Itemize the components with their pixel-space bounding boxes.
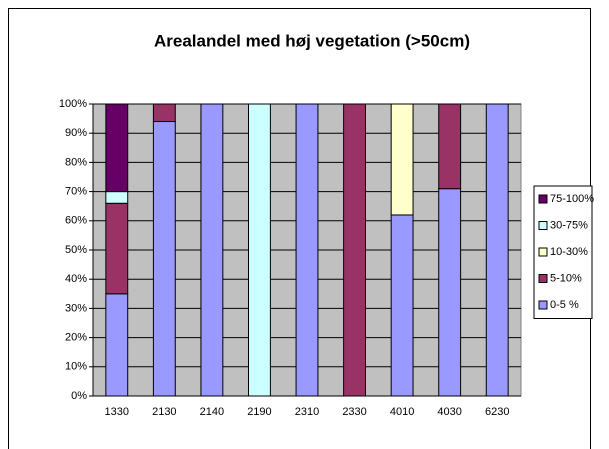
bar-segment: [200, 103, 224, 397]
legend-label: 0-5 %: [550, 299, 579, 311]
legend-label: 75-100%: [550, 193, 594, 205]
x-tick-label: 6230: [485, 406, 509, 418]
bar-segment: [390, 103, 414, 216]
bar-segment: [390, 214, 414, 397]
legend-swatch: [538, 221, 548, 230]
y-tick-label: 50%: [65, 244, 87, 256]
legend-swatch: [538, 300, 548, 310]
legend-label: 10-30%: [550, 246, 588, 258]
bar-segment: [105, 191, 129, 204]
bar-segment: [152, 103, 176, 123]
x-tick-label: 2140: [200, 406, 224, 418]
x-tick-label: 2190: [247, 406, 271, 418]
legend-swatch: [538, 274, 548, 283]
bar-segment: [105, 293, 129, 397]
legend-label: 5-10%: [550, 272, 582, 284]
legend-swatch: [538, 194, 548, 204]
y-tick-label: 0%: [71, 390, 87, 402]
bar-segment: [485, 103, 509, 397]
legend-label: 30-75%: [550, 219, 588, 231]
bar-segment: [343, 103, 366, 397]
bar-segment: [295, 103, 319, 397]
x-tick-label: 2130: [152, 406, 176, 418]
y-tick-label: 10%: [65, 361, 87, 373]
y-tick-label: 70%: [65, 186, 87, 198]
x-tick-label: 2310: [295, 406, 319, 418]
y-tick-label: 20%: [65, 332, 87, 344]
chart-title: Arealandel med høj vegetation (>50cm): [154, 31, 470, 50]
bar-segment: [152, 121, 176, 397]
legend-swatch: [538, 247, 548, 257]
y-tick-label: 90%: [65, 127, 87, 139]
x-tick-label: 1330: [105, 406, 129, 418]
y-tick-label: 100%: [59, 98, 87, 110]
x-tick-label: 4030: [437, 406, 461, 418]
bar-segment: [105, 103, 129, 193]
bar-segment: [105, 202, 129, 295]
y-tick-label: 80%: [65, 156, 87, 168]
bar-segment: [438, 103, 462, 190]
bar-segment: [438, 188, 462, 397]
x-tick-label: 4010: [390, 406, 414, 418]
bar-segment: [248, 103, 271, 397]
x-tick-label: 2330: [342, 406, 366, 418]
y-tick-label: 60%: [65, 215, 87, 227]
y-tick-label: 30%: [65, 302, 87, 314]
y-tick-label: 40%: [65, 273, 87, 285]
